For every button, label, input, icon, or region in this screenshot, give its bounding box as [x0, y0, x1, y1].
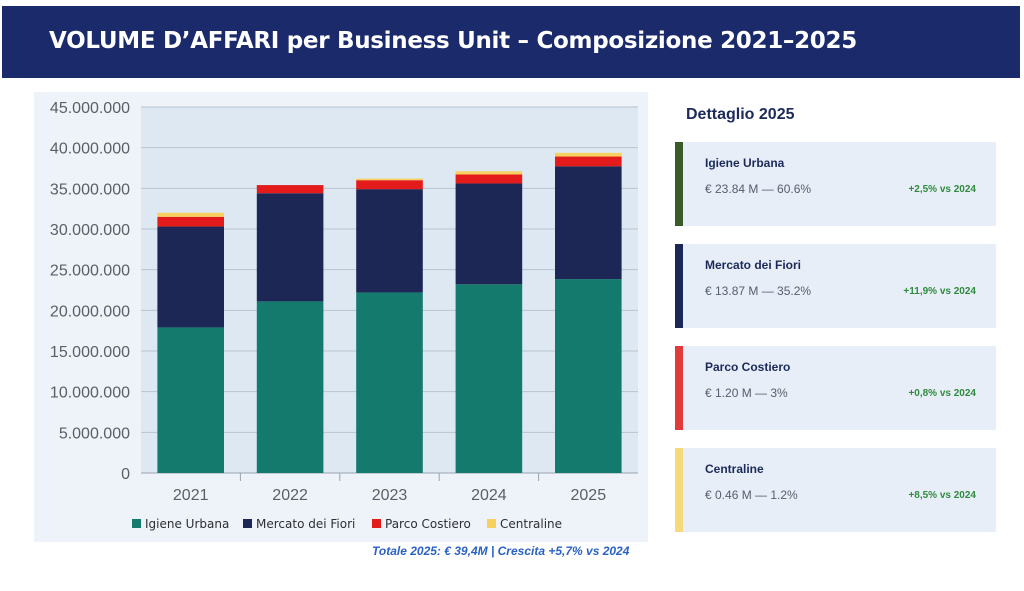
bar-centraline-2021	[157, 212, 224, 217]
bar-parco-costiero-2023	[356, 180, 423, 190]
card-name: Parco Costiero	[705, 360, 791, 374]
detail-title: Dettaglio 2025	[686, 106, 795, 123]
total-summary: Totale 2025: € 39,4M | Crescita +5,7% vs…	[372, 544, 630, 558]
bar-parco-costiero-2021	[157, 216, 224, 227]
legend-label: Parco Costiero	[385, 517, 471, 531]
card-color-bar	[675, 244, 683, 328]
legend-swatch	[487, 519, 496, 528]
card-parco-costiero: Parco Costiero € 1.20 M — 3% +0,8% vs 20…	[675, 346, 996, 430]
card-igiene-urbana: Igiene Urbana € 23.84 M — 60.6% +2,5% vs…	[675, 142, 996, 226]
card-growth: +0,8% vs 2024	[908, 388, 976, 399]
card-growth: +11,9% vs 2024	[903, 286, 976, 297]
card-color-bar	[675, 142, 683, 226]
card-detail: € 23.84 M — 60.6%	[705, 182, 812, 196]
y-tick-label: 30.000.000	[50, 222, 130, 239]
bar-igiene-urbana-2023	[356, 292, 423, 473]
x-tick-label: 2022	[272, 487, 308, 504]
chart-panel: 0 5.000.000 10.000.000 15.000.000 20.000.000…	[34, 92, 648, 542]
card-color-bar	[675, 346, 683, 430]
bar-parco-costiero-2022	[256, 185, 324, 194]
legend-label: Igiene Urbana	[145, 517, 229, 531]
legend-swatch	[372, 519, 381, 528]
bar-igiene-urbana-2022	[256, 301, 324, 473]
card-detail: € 13.87 M — 35.2%	[705, 284, 812, 298]
page-title: VOLUME D’AFFARI per Business Unit – Comp…	[49, 28, 857, 54]
card-growth: +2,5% vs 2024	[908, 184, 976, 195]
card-growth: +8,5% vs 2024	[908, 490, 976, 501]
bar-igiene-urbana-2025	[555, 279, 622, 473]
bar-centraline-2024	[455, 171, 523, 175]
card-color-bar	[675, 448, 683, 532]
bar-mercato-dei-fiori-2022	[256, 193, 324, 302]
y-tick-label: 15.000.000	[50, 344, 130, 361]
card-name: Centraline	[705, 462, 764, 476]
card-name: Mercato dei Fiori	[705, 258, 802, 272]
bar-mercato-dei-fiori-2025	[555, 166, 622, 280]
x-tick-label: 2024	[471, 487, 507, 504]
y-tick-label: 5.000.000	[59, 425, 130, 442]
x-tick-label: 2023	[372, 487, 408, 504]
y-tick-label: 35.000.000	[50, 181, 130, 198]
x-tick-label: 2021	[173, 487, 209, 504]
card-detail: € 1.20 M — 3%	[705, 386, 788, 400]
stacked-bar-chart: 0 5.000.000 10.000.000 15.000.000 20.000.000…	[50, 100, 638, 531]
card-name: Igiene Urbana	[705, 156, 785, 170]
y-tick-label: 10.000.000	[50, 385, 130, 402]
x-tick-label: 2025	[571, 487, 607, 504]
header-bar: VOLUME D’AFFARI per Business Unit – Comp…	[2, 6, 1020, 78]
bar-parco-costiero-2024	[455, 174, 523, 184]
bar-centraline-2025	[555, 152, 622, 157]
bar-igiene-urbana-2021	[157, 327, 224, 473]
bar-mercato-dei-fiori-2024	[455, 183, 523, 285]
card-detail: € 0.46 M — 1.2%	[705, 488, 798, 502]
legend-swatch	[132, 519, 141, 528]
y-tick-label: 0	[121, 466, 130, 483]
legend-label: Centraline	[500, 517, 562, 531]
bar-igiene-urbana-2024	[455, 284, 523, 473]
y-tick-label: 45.000.000	[50, 100, 130, 117]
bar-parco-costiero-2025	[555, 156, 622, 167]
y-tick-label: 40.000.000	[50, 141, 130, 158]
legend-label: Mercato dei Fiori	[256, 517, 355, 531]
card-mercato-dei-fiori: Mercato dei Fiori € 13.87 M — 35.2% +11,…	[675, 244, 996, 328]
legend-swatch	[243, 519, 252, 528]
bar-centraline-2023	[356, 178, 423, 181]
bar-mercato-dei-fiori-2021	[157, 226, 224, 328]
card-centraline: Centraline € 0.46 M — 1.2% +8,5% vs 2024	[675, 448, 996, 532]
bar-mercato-dei-fiori-2023	[356, 189, 423, 293]
y-tick-label: 20.000.000	[50, 303, 130, 320]
y-tick-label: 25.000.000	[50, 263, 130, 280]
